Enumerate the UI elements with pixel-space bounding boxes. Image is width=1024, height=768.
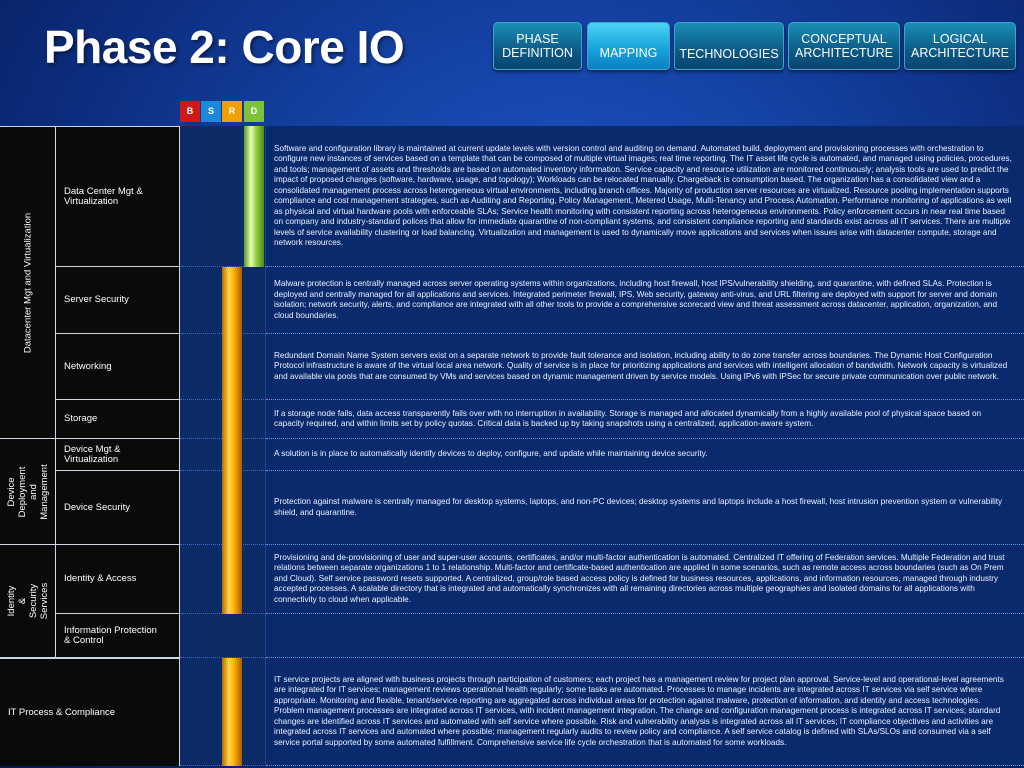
tab-label: CONCEPTUAL ARCHITECTURE (795, 32, 893, 60)
row-label: Data Center Mgt & Virtualization (56, 126, 180, 267)
level-indicator-r (222, 545, 242, 614)
row-label: Identity & Access (56, 545, 180, 614)
level-indicator-r (222, 334, 242, 400)
tab-label: LOGICAL ARCHITECTURE (911, 32, 1009, 60)
row-label: Information Protection & Control (56, 614, 180, 658)
row-description: A solution is in place to automatically … (266, 439, 1024, 471)
row-description: Malware protection is centrally managed … (266, 267, 1024, 334)
level-indicator-d (244, 126, 264, 267)
group-identity: Identity & Security Services (0, 545, 56, 658)
level-indicator-r (222, 471, 242, 545)
row-label: Device Mgt & Virtualization (56, 439, 180, 471)
level-r-header: R (222, 101, 242, 122)
level-indicator-r (222, 400, 242, 439)
row-label: Networking (56, 334, 180, 400)
row-description: Redundant Domain Name System servers exi… (266, 334, 1024, 400)
row-label: Device Security (56, 471, 180, 545)
tab-technologies[interactable]: TECHNOLOGIES (674, 22, 784, 70)
group-label: Device Deployment and Management (5, 463, 50, 520)
row-description: Software and configuration library is ma… (266, 126, 1024, 267)
row-description: If a storage node fails, data access tra… (266, 400, 1024, 439)
level-s-header: S (201, 101, 221, 122)
group-device: Device Deployment and Management (0, 439, 56, 545)
tab-mapping[interactable]: MAPPING (587, 22, 670, 70)
level-indicator-r (222, 267, 242, 334)
tab-logical-architecture[interactable]: LOGICAL ARCHITECTURE (904, 22, 1016, 70)
row-label: Server Security (56, 267, 180, 334)
rating-cell (180, 614, 266, 658)
level-d-header: D (244, 101, 264, 122)
group-datacenter: Datacenter Mgt and Virtualization (0, 126, 56, 439)
level-indicator-r (222, 439, 242, 471)
tab-label: PHASE DEFINITION (502, 32, 573, 60)
row-description: IT service projects are aligned with bus… (266, 658, 1024, 766)
page-title: Phase 2: Core IO (44, 21, 405, 73)
row-description (266, 614, 1024, 658)
capability-grid: Datacenter Mgt and Virtualization Device… (0, 126, 1024, 766)
row-label: IT Process & Compliance (0, 658, 180, 766)
tab-label: TECHNOLOGIES (679, 47, 779, 61)
tab-conceptual-architecture[interactable]: CONCEPTUAL ARCHITECTURE (788, 22, 900, 70)
row-label: Storage (56, 400, 180, 439)
level-indicator-r (222, 658, 242, 766)
tab-phase-definition[interactable]: PHASE DEFINITION (493, 22, 582, 70)
row-description: Provisioning and de-provisioning of user… (266, 545, 1024, 614)
level-b-header: B (180, 101, 200, 122)
group-label: Datacenter Mgt and Virtualization (22, 212, 33, 353)
row-description: Protection against malware is centrally … (266, 471, 1024, 545)
tab-label: MAPPING (599, 46, 658, 60)
group-label: Identity & Security Services (5, 582, 50, 620)
